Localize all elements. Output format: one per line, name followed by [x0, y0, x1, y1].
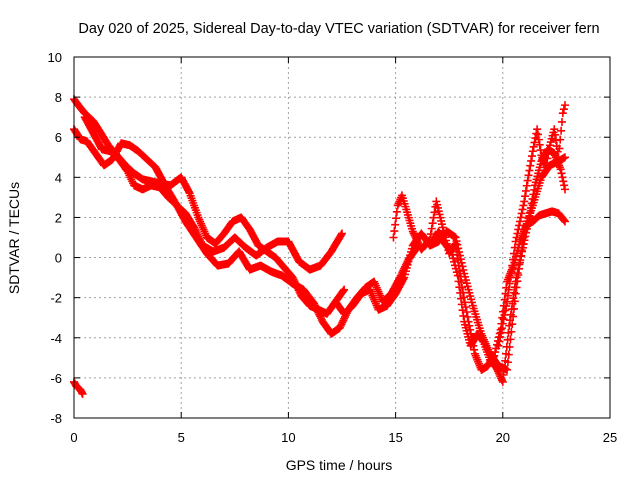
y-tick-label: -6	[50, 371, 62, 386]
series-track-f	[430, 145, 569, 386]
x-tick-label: 15	[388, 430, 402, 445]
y-axis-label: SDTVAR / TECUs	[6, 182, 22, 294]
x-tick-label: 0	[70, 430, 77, 445]
series-track-g	[494, 101, 569, 350]
x-tick-label: 10	[281, 430, 295, 445]
y-tick-label: 2	[55, 210, 62, 225]
series-track-h	[70, 377, 87, 398]
x-tick-label: 20	[496, 430, 510, 445]
y-tick-label: -4	[50, 331, 62, 346]
y-tick-label: 4	[55, 170, 62, 185]
series-track-a	[70, 95, 349, 318]
series-track-e	[389, 191, 569, 374]
x-tick-label: 25	[603, 430, 617, 445]
x-axis-ticks: 0 5 10 15 20 25	[70, 57, 617, 445]
y-axis-ticks: -8 -6 -4 -2 0 2 4 6 8 10	[48, 50, 610, 426]
y-tick-label: 8	[55, 90, 62, 105]
chart-title: Day 020 of 2025, Sidereal Day-to-day VTE…	[78, 21, 599, 37]
y-tick-label: 6	[55, 130, 62, 145]
y-tick-label: 10	[48, 50, 62, 65]
x-axis-label: GPS time / hours	[286, 457, 393, 473]
x-tick-label: 5	[178, 430, 185, 445]
y-tick-label: -8	[50, 411, 62, 426]
plot-frame	[73, 56, 611, 419]
y-tick-label: 0	[55, 251, 62, 266]
series-track-c	[80, 113, 422, 338]
data-points	[70, 95, 569, 398]
y-tick-label: -2	[50, 291, 62, 306]
